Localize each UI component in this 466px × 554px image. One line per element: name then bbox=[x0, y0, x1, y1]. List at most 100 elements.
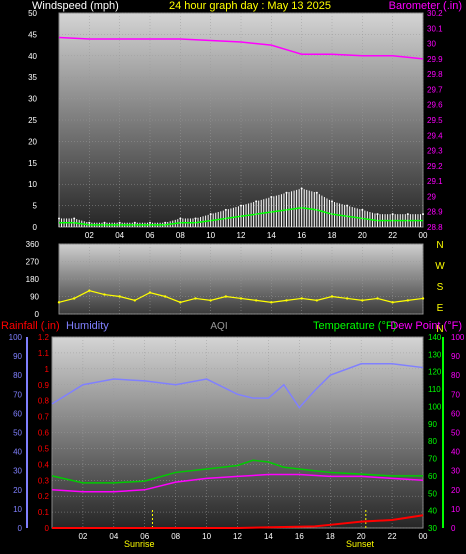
rain-tick-label: 0.2 bbox=[38, 492, 50, 501]
windspeed-point bbox=[149, 221, 151, 224]
wind-tick-label: 50 bbox=[28, 9, 37, 18]
humidity-tick-label: 100 bbox=[9, 333, 23, 342]
barometer-tick-label: 29.6 bbox=[427, 101, 443, 110]
wind-tick-label: 10 bbox=[28, 180, 37, 189]
wind-tick-label: 35 bbox=[28, 73, 37, 82]
temp-time-tick-label: 10 bbox=[202, 532, 211, 541]
wind-tick-label: 30 bbox=[28, 95, 37, 104]
wind-average-segment bbox=[286, 206, 302, 211]
compass-label: W bbox=[435, 261, 445, 272]
rain-tick-label: 0.8 bbox=[38, 397, 50, 406]
direction-axis-ticks: 0 90 180 270 360 bbox=[26, 240, 40, 319]
temp-panel-axes: 010203040506070809010000.10.20.30.40.50.… bbox=[9, 333, 465, 533]
temp-time-tick-label: 16 bbox=[295, 532, 304, 541]
direction-point bbox=[421, 297, 425, 300]
temp-time-tick-label: 08 bbox=[171, 532, 180, 541]
temp-time-tick-label: 02 bbox=[78, 532, 87, 541]
time-tick-label: 18 bbox=[328, 231, 337, 240]
humidity-line bbox=[51, 362, 424, 409]
humidity-title: Humidity bbox=[66, 320, 109, 332]
temperature-tick-label: 130 bbox=[428, 350, 442, 359]
direction-point bbox=[194, 297, 197, 300]
direction-point bbox=[57, 301, 61, 304]
date-title: 24 hour graph day : May 13 2025 bbox=[169, 0, 331, 12]
temperature-title: Temperature (°F) bbox=[313, 320, 396, 332]
direction-point bbox=[148, 291, 152, 294]
temperature-tick-label: 90 bbox=[428, 420, 437, 429]
barometer-tick-label: 29.3 bbox=[427, 147, 443, 156]
direction-point bbox=[163, 295, 167, 298]
wind-tick-label: 45 bbox=[28, 30, 37, 39]
direction-point bbox=[361, 299, 364, 302]
direction-point bbox=[239, 297, 243, 300]
windspeed-point bbox=[103, 221, 106, 224]
barometer-tick-label: 29.2 bbox=[427, 162, 443, 171]
barometer-panel-title: Barometer (.in) bbox=[389, 0, 462, 12]
rain-tick-label: 0 bbox=[45, 524, 50, 533]
temperature-tick-label: 80 bbox=[428, 437, 437, 446]
direction-point bbox=[391, 301, 394, 304]
direction-tick-label: 90 bbox=[30, 293, 39, 302]
barometer-tick-label: 29 bbox=[427, 192, 436, 201]
rainfall-line bbox=[52, 514, 424, 529]
barometer-line bbox=[58, 36, 424, 60]
windspeed-point bbox=[391, 213, 394, 216]
wind-average-segment bbox=[165, 221, 181, 226]
temp-time-tick-label: 00 bbox=[419, 532, 428, 541]
dewpoint-tick-label: 90 bbox=[451, 352, 460, 361]
dewpoint-tick-label: 10 bbox=[451, 505, 460, 514]
wind-tick-label: 15 bbox=[28, 159, 37, 168]
time-tick-label: 10 bbox=[206, 231, 215, 240]
wind-average-segment bbox=[331, 213, 348, 218]
windspeed-point bbox=[422, 213, 424, 216]
windspeed-point bbox=[255, 200, 258, 203]
direction-point bbox=[330, 295, 334, 298]
sunset-label: Sunset bbox=[346, 539, 375, 549]
windspeed-point bbox=[300, 187, 303, 190]
windspeed-point bbox=[361, 208, 364, 211]
windspeed-point bbox=[331, 200, 333, 203]
barometer-tick-label: 29.5 bbox=[427, 116, 443, 125]
temp-time-tick-label: 22 bbox=[388, 532, 397, 541]
direction-panel-marks bbox=[57, 289, 425, 304]
barometer-axis-ticks: 28.8 28.9 29 29.1 29.2 29.3 29.4 29.5 29.6 29.7 29… bbox=[427, 9, 443, 232]
wind-average-segment bbox=[240, 213, 257, 218]
rainfall-title: Rainfall (.in) bbox=[1, 320, 60, 332]
compass-label: S bbox=[437, 282, 444, 293]
direction-point bbox=[133, 299, 137, 302]
wind-axis-ticks: 0 5 10 15 20 25 30 35 40 45 50 bbox=[28, 9, 37, 232]
direction-point bbox=[270, 301, 273, 304]
barometer-tick-label: 29.8 bbox=[427, 70, 443, 79]
barometer-tick-label: 29.7 bbox=[427, 85, 443, 94]
windspeed-point bbox=[58, 217, 60, 220]
windspeed-point bbox=[285, 191, 288, 194]
wind-panel-title: Windspeed (mph) bbox=[32, 0, 119, 12]
barometer-tick-label: 28.8 bbox=[427, 223, 443, 232]
humidity-tick-label: 90 bbox=[13, 352, 22, 361]
temperature-tick-label: 70 bbox=[428, 455, 437, 464]
dewpoint-title: Dew Point (°F) bbox=[390, 320, 462, 332]
rain-tick-label: 0.3 bbox=[38, 476, 50, 485]
time-tick-label: 22 bbox=[388, 231, 397, 240]
rain-tick-label: 0.1 bbox=[38, 508, 50, 517]
temperature-tick-label: 120 bbox=[428, 368, 442, 377]
compass-label: N bbox=[436, 240, 443, 251]
humidity-tick-label: 0 bbox=[18, 524, 23, 533]
direction-point bbox=[209, 299, 212, 302]
barometer-tick-label: 30 bbox=[427, 40, 436, 49]
compass-label: N bbox=[436, 324, 443, 335]
windspeed-point bbox=[315, 191, 318, 194]
wind-average-segment bbox=[195, 219, 211, 224]
direction-tick-label: 0 bbox=[35, 310, 40, 319]
direction-tick-label: 360 bbox=[26, 240, 40, 249]
rain-tick-label: 0.4 bbox=[38, 460, 50, 469]
windspeed-point bbox=[73, 217, 76, 220]
direction-point bbox=[72, 297, 76, 300]
barometer-tick-label: 29.9 bbox=[427, 55, 443, 64]
temp-panel-grid bbox=[52, 336, 424, 529]
temp-time-tick-label: 18 bbox=[326, 532, 335, 541]
direction-point bbox=[406, 299, 410, 302]
direction-point bbox=[88, 289, 91, 292]
wind-tick-label: 0 bbox=[33, 223, 38, 232]
wind-average-segment bbox=[316, 209, 333, 215]
